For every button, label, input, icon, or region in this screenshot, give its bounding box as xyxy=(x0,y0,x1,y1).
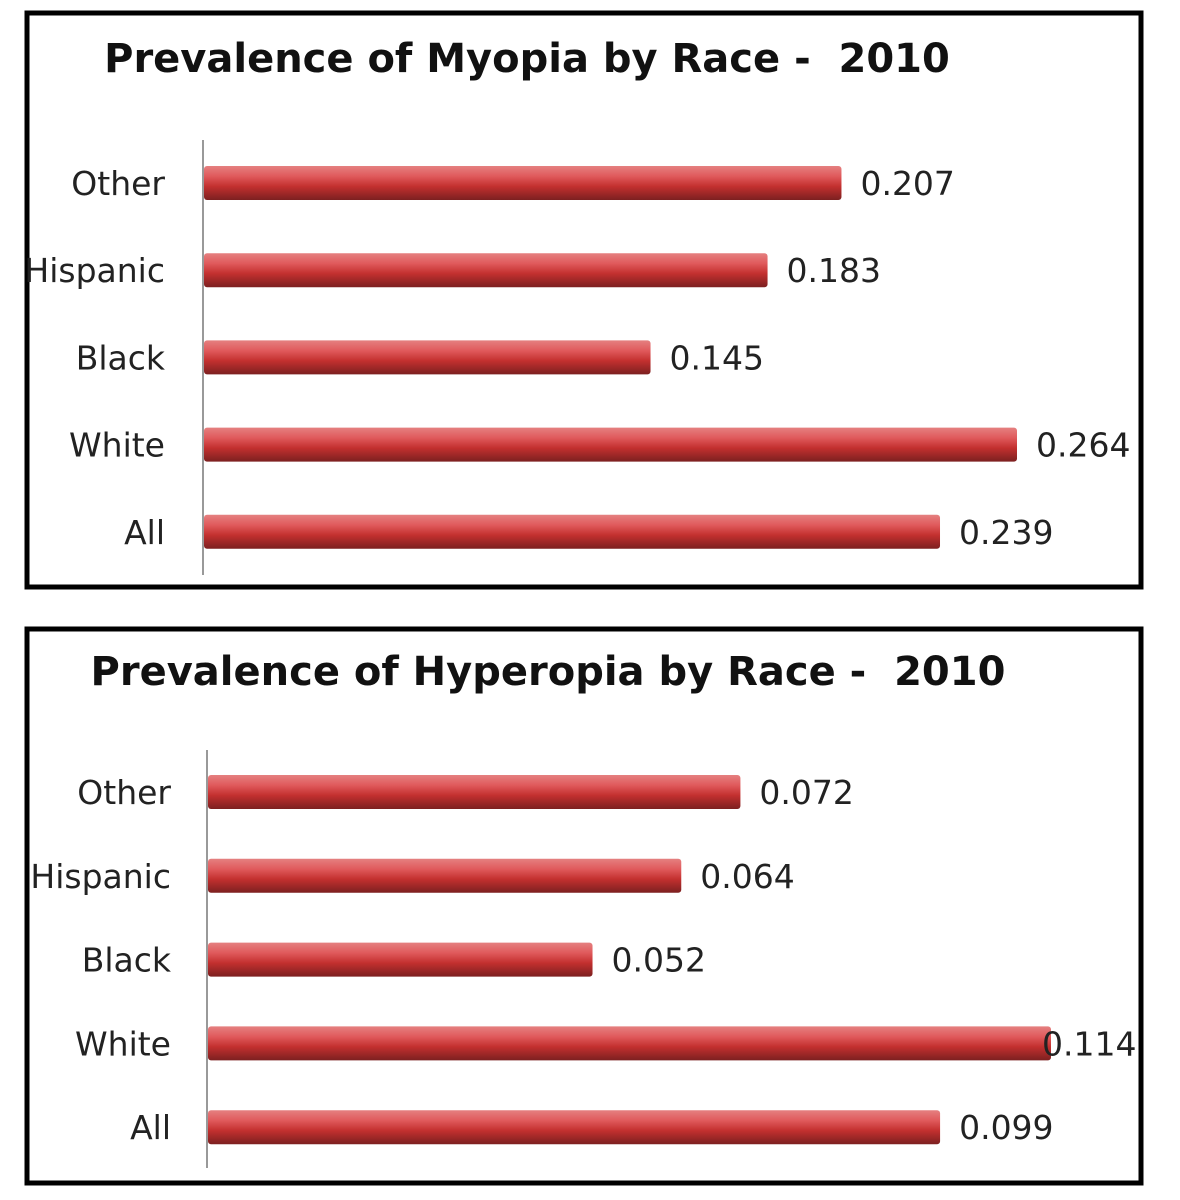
bar-other xyxy=(204,166,842,200)
bar-black xyxy=(208,942,593,977)
data-label: 0.145 xyxy=(670,338,764,377)
bar-all xyxy=(208,1110,941,1145)
category-label: All xyxy=(124,513,165,552)
category-label: White xyxy=(75,1024,171,1063)
data-label: 0.072 xyxy=(759,773,853,812)
category-label: Hispanic xyxy=(24,251,165,290)
myopia-chart: Other 0.207 Hispanic 0.183 Black 0.145 White 0.… xyxy=(24,140,1130,575)
data-label: 0.264 xyxy=(1036,426,1130,465)
category-label: Black xyxy=(76,338,166,377)
data-label: 0.099 xyxy=(959,1108,1053,1147)
bar-other xyxy=(208,775,741,809)
bar-hispanic xyxy=(208,858,682,893)
data-label: 0.064 xyxy=(700,857,794,896)
myopia-chart-title: Prevalence of Myopia by Race - 2010 xyxy=(104,36,950,82)
hyperopia-chart-title: Prevalence of Hyperopia by Race - 2010 xyxy=(91,649,1006,695)
bar-hispanic xyxy=(204,253,768,288)
hyperopia-chart: Other 0.072 Hispanic 0.064 Black 0.052 White 0.… xyxy=(30,750,1136,1168)
bar-all xyxy=(204,514,941,549)
data-label: 0.052 xyxy=(612,941,706,980)
bar-white xyxy=(208,1026,1051,1061)
category-label: Black xyxy=(82,941,172,980)
bar-white xyxy=(204,427,1017,462)
category-label: Other xyxy=(77,773,171,812)
data-label: 0.239 xyxy=(959,513,1053,552)
bar-black xyxy=(204,340,651,375)
category-label: Hispanic xyxy=(30,857,171,896)
category-label: All xyxy=(130,1108,171,1147)
data-label: 0.183 xyxy=(787,251,881,290)
data-label: 0.207 xyxy=(860,164,954,203)
category-label: Other xyxy=(71,164,165,203)
hyperopia-panel-border xyxy=(24,626,1144,1186)
category-label: White xyxy=(69,426,165,465)
data-label: 0.114 xyxy=(1042,1024,1136,1063)
myopia-panel-border xyxy=(24,10,1144,590)
